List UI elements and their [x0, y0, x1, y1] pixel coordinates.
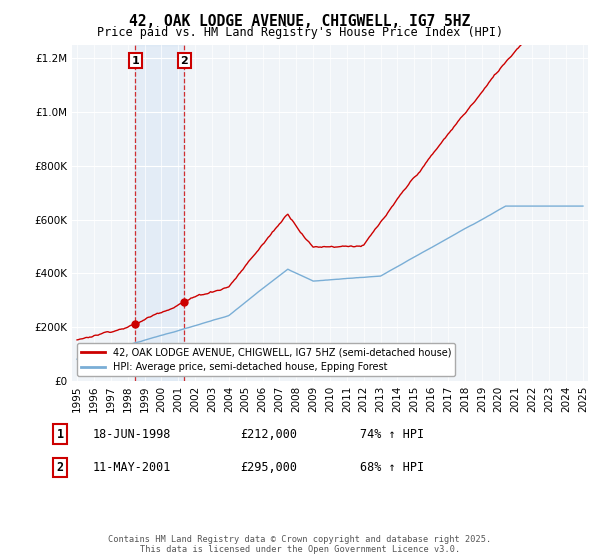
Text: 1: 1 [56, 427, 64, 441]
Text: 68% ↑ HPI: 68% ↑ HPI [360, 461, 424, 474]
Text: 74% ↑ HPI: 74% ↑ HPI [360, 427, 424, 441]
Text: 2: 2 [56, 461, 64, 474]
Text: 42, OAK LODGE AVENUE, CHIGWELL, IG7 5HZ: 42, OAK LODGE AVENUE, CHIGWELL, IG7 5HZ [130, 14, 470, 29]
Text: £295,000: £295,000 [240, 461, 297, 474]
Bar [136, 45, 184, 381]
Text: Contains HM Land Registry data © Crown copyright and database right 2025.
This d: Contains HM Land Registry data © Crown c… [109, 535, 491, 554]
Text: 11-MAY-2001: 11-MAY-2001 [93, 461, 172, 474]
Legend: 42, OAK LODGE AVENUE, CHIGWELL, IG7 5HZ (semi-detached house), HPI: Average pric: 42, OAK LODGE AVENUE, CHIGWELL, IG7 5HZ … [77, 343, 455, 376]
Text: 2: 2 [181, 55, 188, 66]
Text: £212,000: £212,000 [240, 427, 297, 441]
Text: 1: 1 [131, 55, 139, 66]
Text: 18-JUN-1998: 18-JUN-1998 [93, 427, 172, 441]
Text: Price paid vs. HM Land Registry's House Price Index (HPI): Price paid vs. HM Land Registry's House … [97, 26, 503, 39]
